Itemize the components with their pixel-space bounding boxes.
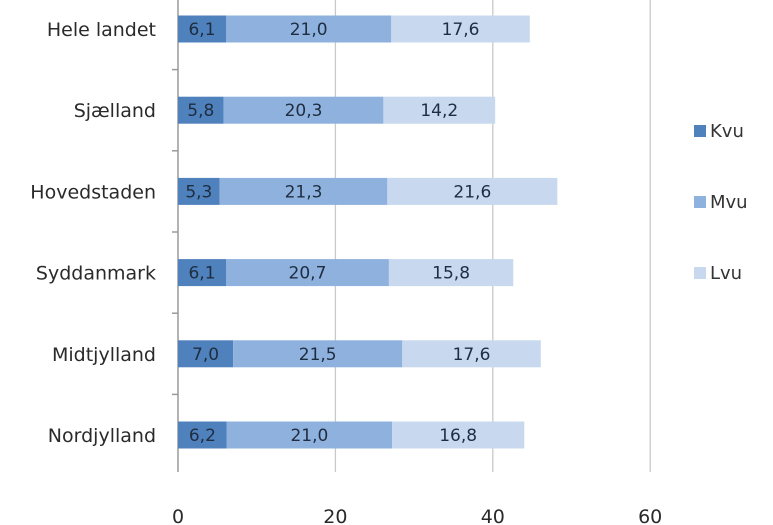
bar-lvu-4 (402, 340, 541, 368)
bar-kvu-4 (178, 340, 234, 368)
data-label-mvu-1: 20,3 (285, 101, 323, 121)
x-tick-labels: 0 20 40 60 (172, 506, 662, 525)
data-label-mvu-2: 21,3 (285, 182, 323, 202)
legend-swatch-lvu (694, 267, 706, 279)
legend: Kvu Mvu Lvu (694, 121, 748, 284)
data-label-mvu-3: 20,7 (289, 264, 327, 284)
bar-mvu-1 (223, 96, 384, 124)
data-label-mvu-5: 21,0 (290, 426, 328, 446)
category-label-3: Syddanmark (36, 263, 156, 285)
bar-mvu-4 (233, 340, 403, 368)
bar-kvu-2 (178, 177, 220, 205)
bar-lvu-0 (391, 15, 530, 43)
legend-swatch-mvu (694, 196, 706, 208)
data-label-kvu-3: 6,1 (188, 264, 215, 284)
legend-label-lvu: Lvu (710, 263, 742, 284)
bar-kvu-0 (178, 15, 227, 43)
bar-kvu-5 (178, 421, 227, 449)
data-label-lvu-1: 14,2 (420, 101, 458, 121)
category-label-2: Hovedstaden (30, 181, 156, 203)
data-label-kvu-0: 6,1 (188, 20, 215, 40)
x-tick-label-60: 60 (638, 506, 662, 525)
data-label-mvu-4: 21,5 (299, 345, 337, 365)
bar-mvu-5 (226, 421, 393, 449)
legend-swatch-kvu (694, 125, 706, 137)
data-label-kvu-1: 5,8 (187, 101, 214, 121)
data-label-lvu-5: 16,8 (439, 426, 477, 446)
data-label-lvu-4: 17,6 (453, 345, 491, 365)
category-label-0: Hele landet (47, 19, 156, 41)
category-label-1: Sjælland (74, 100, 156, 122)
category-label-4: Midtjylland (52, 344, 156, 366)
x-tick-label-0: 0 (172, 506, 184, 525)
data-label-lvu-0: 17,6 (442, 20, 480, 40)
axes (172, 0, 179, 472)
data-label-lvu-3: 15,8 (432, 264, 470, 284)
category-labels: Hele landet Sjælland Hovedstaden Syddanmark… (30, 19, 156, 447)
data-label-kvu-4: 7,0 (192, 345, 219, 365)
data-label-lvu-2: 21,6 (453, 182, 491, 202)
bar-mvu-2 (219, 177, 388, 205)
legend-label-mvu: Mvu (710, 192, 748, 213)
category-label-5: Nordjylland (48, 425, 156, 447)
x-tick-label-40: 40 (481, 506, 505, 525)
gridlines (334, 0, 651, 472)
data-label-mvu-0: 21,0 (290, 20, 328, 40)
bar-lvu-2 (387, 177, 558, 205)
data-label-kvu-5: 6,2 (189, 426, 216, 446)
bar-mvu-3 (226, 259, 389, 287)
legend-label-kvu: Kvu (710, 121, 744, 142)
bar-lvu-1 (383, 96, 496, 124)
bar-kvu-3 (178, 259, 227, 287)
bar-mvu-0 (226, 15, 392, 43)
bar-lvu-3 (388, 259, 514, 287)
bar-lvu-5 (392, 421, 525, 449)
x-tick-label-20: 20 (323, 506, 347, 525)
bar-kvu-1 (178, 96, 224, 124)
bars: 6,1 21,0 17,6 5,8 20,3 14,2 5,3 21,3 21,6 6,1 20,7… (178, 15, 558, 449)
data-label-kvu-2: 5,3 (185, 182, 212, 202)
